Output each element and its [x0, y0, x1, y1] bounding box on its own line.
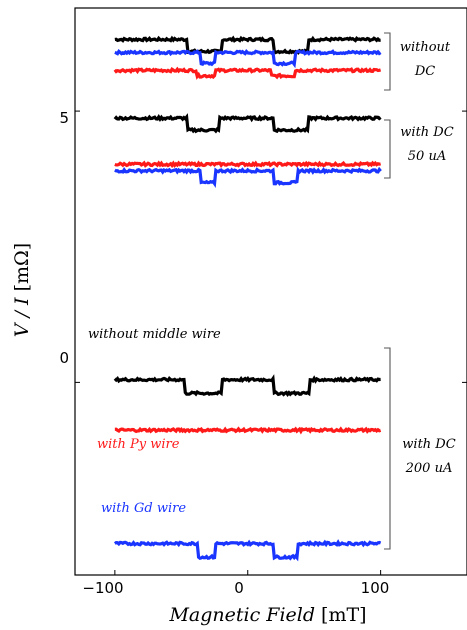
bracket-dc-50ua: [384, 119, 391, 179]
x-tick-label-neg100: −100: [82, 579, 123, 597]
y-axis-unit: [mΩ]: [11, 243, 33, 292]
series-layer: [113, 35, 382, 562]
plot-frame: [74, 7, 467, 576]
series-line-2: [113, 66, 382, 80]
annotation-with-dc-200: with DC: [402, 437, 455, 452]
annotation-200ua: 200 uA: [405, 461, 453, 476]
annotation-with-dc-50: with DC: [400, 125, 453, 140]
annotation-without-middle-wire: without middle wire: [88, 327, 221, 342]
y-axis-title: V / I [mΩ]: [11, 243, 33, 337]
series-line-5: [114, 166, 382, 188]
ticks-layer: [75, 110, 467, 575]
annotation-without: without: [400, 40, 451, 55]
x-tick-label-0: 0: [234, 579, 244, 597]
annotation-with-gd-wire: with Gd wire: [101, 501, 186, 516]
annotation-with-py-wire: with Py wire: [97, 437, 180, 452]
series-line-3: [113, 113, 382, 134]
series-line-7: [114, 426, 382, 435]
y-tick-label-0: 0: [59, 349, 69, 367]
y-tick-label-5: 5: [59, 109, 69, 127]
series-line-4: [114, 160, 382, 169]
x-axis-title: Magnetic Field [mT]: [168, 604, 366, 626]
bracket-without-dc: [384, 32, 391, 91]
bracket-dc-200ua: [384, 347, 391, 550]
annotation-50ua: 50 uA: [408, 149, 446, 164]
series-line-8: [113, 539, 382, 562]
annotation-dc: DC: [414, 64, 435, 79]
series-line-1: [114, 48, 382, 69]
x-axis-unit: [mT]: [321, 604, 367, 626]
series-line-6: [113, 374, 381, 397]
series-line-0: [114, 35, 381, 55]
y-axis-label: V / I: [11, 297, 33, 337]
x-tick-label-100: 100: [361, 579, 390, 597]
x-axis-label: Magnetic Field: [168, 604, 315, 626]
